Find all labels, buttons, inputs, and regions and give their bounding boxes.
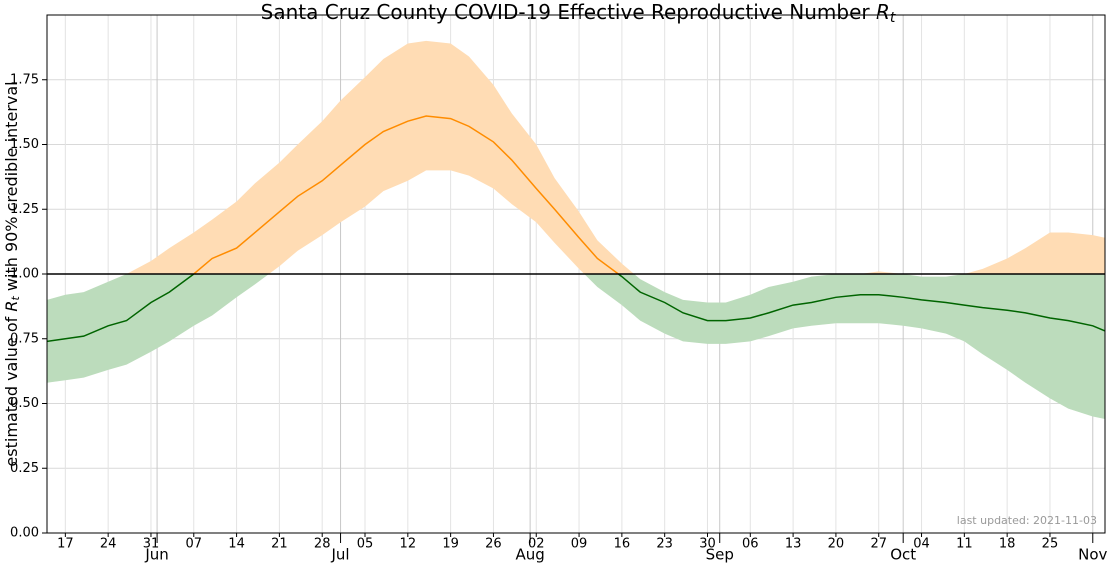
x-tick-label: 09 bbox=[571, 537, 588, 552]
y-tick-label: 0.75 bbox=[10, 331, 39, 346]
x-tick-label: 11 bbox=[956, 537, 973, 552]
ylabel-pre: estimated value of bbox=[2, 312, 21, 467]
x-tick-label: 26 bbox=[485, 537, 502, 552]
x-month-label: Sep bbox=[706, 546, 734, 563]
x-tick-label: 23 bbox=[656, 537, 673, 552]
chart-title: Santa Cruz County COVID-19 Effective Rep… bbox=[261, 0, 896, 26]
x-tick-label: 07 bbox=[186, 537, 203, 552]
x-tick-label: 12 bbox=[400, 537, 417, 552]
rt-line bbox=[47, 274, 1105, 343]
x-month-label: Oct bbox=[890, 546, 916, 563]
x-tick-label: 21 bbox=[271, 537, 288, 552]
x-tick-label: 19 bbox=[442, 537, 459, 552]
x-tick-label: 20 bbox=[828, 537, 845, 552]
credible-band bbox=[126, 40, 1105, 274]
annotation: last updated: 2021-11-03 bbox=[957, 514, 1097, 527]
x-tick-label: 17 bbox=[57, 537, 74, 552]
y-axis-label: estimated value of Rt with 90% credible … bbox=[2, 81, 23, 466]
y-tick-label: 1.75 bbox=[10, 72, 39, 87]
x-tick-label: 28 bbox=[314, 537, 331, 552]
ylabel-sub: t bbox=[9, 296, 22, 301]
x-month-label: Jun bbox=[144, 546, 168, 563]
x-tick-label: 06 bbox=[742, 537, 759, 552]
x-tick-label: 25 bbox=[1042, 537, 1059, 552]
x-tick-label: 02 bbox=[528, 537, 545, 552]
y-tick-label: 1.25 bbox=[10, 202, 39, 217]
ylabel-var: R bbox=[2, 301, 21, 312]
x-tick-label: 30 bbox=[699, 537, 716, 552]
ylabel-post: with 90% credible interval bbox=[2, 81, 21, 296]
y-tick-label: 0.50 bbox=[10, 396, 39, 411]
x-tick-label: 14 bbox=[228, 537, 245, 552]
title-text: Santa Cruz County COVID-19 Effective Rep… bbox=[261, 0, 876, 24]
x-tick-label: 24 bbox=[100, 537, 117, 552]
x-month-label: Jul bbox=[330, 546, 349, 563]
title-sub: t bbox=[890, 10, 896, 26]
x-tick-label: 13 bbox=[785, 537, 802, 552]
title-var: R bbox=[876, 0, 890, 24]
y-tick-label: 1.00 bbox=[10, 267, 39, 282]
y-tick-label: 0.25 bbox=[10, 461, 39, 476]
credible-band bbox=[47, 274, 1105, 420]
x-tick-label: 18 bbox=[999, 537, 1016, 552]
x-tick-label: 05 bbox=[357, 537, 374, 552]
y-tick-label: 1.50 bbox=[10, 137, 39, 152]
x-tick-label: 16 bbox=[614, 537, 631, 552]
y-tick-label: 0.00 bbox=[10, 526, 39, 541]
rt-line bbox=[192, 115, 620, 274]
x-month-label: Aug bbox=[515, 546, 544, 563]
x-tick-label: 27 bbox=[870, 537, 887, 552]
x-month-label: Nov bbox=[1078, 546, 1107, 563]
plot-frame bbox=[46, 14, 1106, 534]
x-tick-label: 31 bbox=[143, 537, 160, 552]
x-tick-label: 04 bbox=[913, 537, 930, 552]
